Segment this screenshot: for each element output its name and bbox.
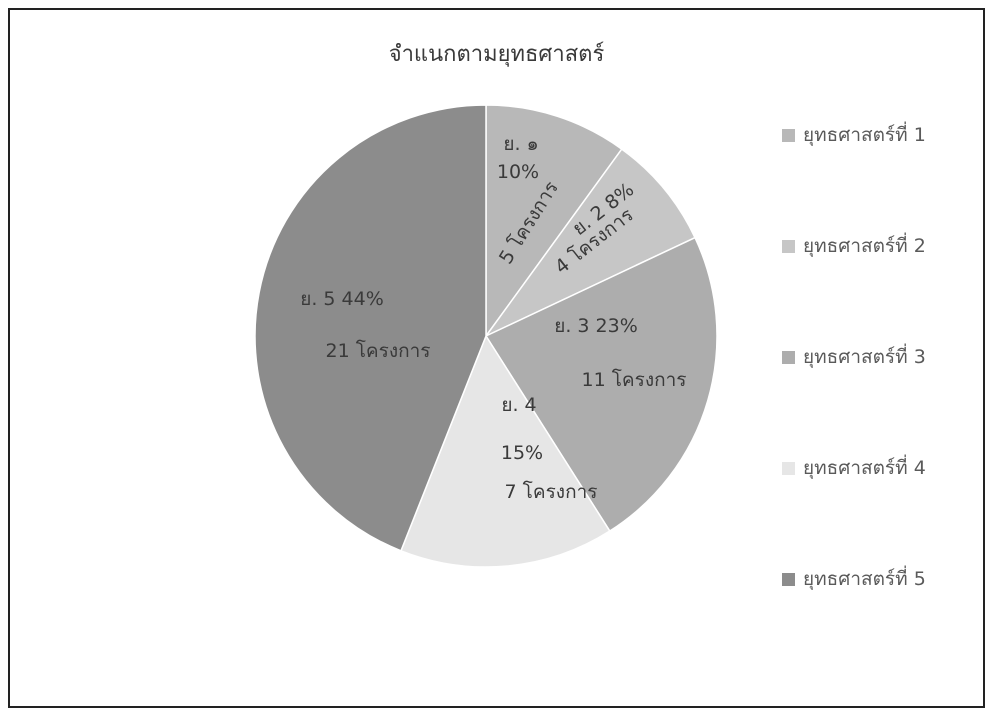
pie-slice-4 bbox=[399, 334, 611, 568]
slice-3-label-line-2: 11 โครงการ bbox=[582, 368, 687, 391]
legend-label-2: ยุทธศาสตร์ที่ 2 bbox=[803, 235, 926, 257]
legend-label-1: ยุทธศาสตร์ที่ 1 bbox=[803, 124, 926, 146]
legend-label-5: ยุทธศาสตร์ที่ 5 bbox=[803, 568, 926, 590]
slice-5-label-line-2: 21 โครงการ bbox=[326, 339, 431, 362]
slice-1-label-line-2: 10% bbox=[497, 161, 539, 183]
legend-swatch-2 bbox=[782, 239, 795, 253]
legend-label-4: ยุทธศาสตร์ที่ 4 bbox=[803, 457, 926, 479]
legend-item-2: ยุทธศาสตร์ที่ 2 bbox=[782, 231, 926, 261]
pie-slice-2 bbox=[485, 148, 697, 337]
legend-swatch-5 bbox=[782, 572, 795, 586]
pie-slice-5 bbox=[254, 104, 487, 552]
legend-swatch-3 bbox=[782, 350, 795, 364]
slice-3-label-line-1: ย. 3 23% bbox=[554, 315, 638, 337]
legend-swatch-1 bbox=[782, 128, 795, 142]
legend-item-4: ยุทธศาสตร์ที่ 4 bbox=[782, 453, 926, 483]
legend-label-3: ยุทธศาสตร์ที่ 3 bbox=[803, 346, 926, 368]
legend-item-5: ยุทธศาสตร์ที่ 5 bbox=[782, 564, 926, 594]
slice-1-label-line-1: ย. ๑ bbox=[503, 133, 538, 155]
legend-item-3: ยุทธศาสตร์ที่ 3 bbox=[782, 342, 926, 372]
chart-title: จำแนกตามยุทธศาสตร์ bbox=[388, 42, 605, 67]
slice-4-label-line-3: 7 โครงการ bbox=[505, 480, 598, 503]
legend-item-1: ยุทธศาสตร์ที่ 1 bbox=[782, 120, 926, 150]
slice-5-label-line-1: ย. 5 44% bbox=[300, 288, 384, 310]
slice-4-label-line-2: 15% bbox=[501, 442, 543, 464]
pie-slice-3 bbox=[484, 236, 718, 533]
legend-swatch-4 bbox=[782, 461, 795, 475]
slice-4-label-line-1: ย. 4 bbox=[501, 394, 536, 416]
pie-slice-1 bbox=[485, 104, 623, 339]
